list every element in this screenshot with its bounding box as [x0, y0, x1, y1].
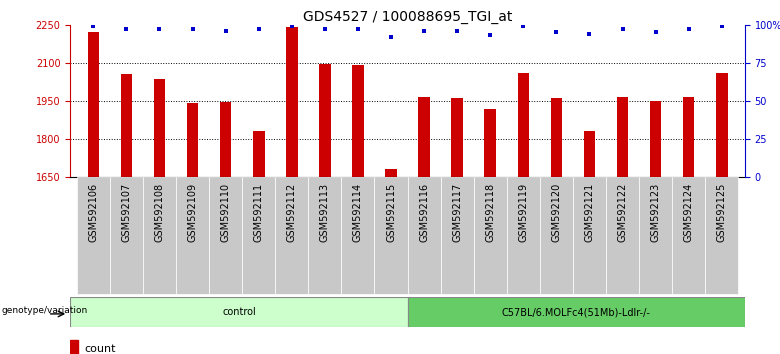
Bar: [418, 97, 430, 177]
Bar: [682, 97, 694, 177]
Bar: [441, 177, 473, 294]
Point: [484, 33, 497, 38]
Bar: [143, 177, 176, 294]
Bar: [70, 297, 407, 327]
Text: GSM592113: GSM592113: [320, 183, 330, 242]
Text: GSM592119: GSM592119: [518, 183, 528, 242]
Text: GSM592122: GSM592122: [618, 183, 628, 242]
Title: GDS4527 / 100088695_TGI_at: GDS4527 / 100088695_TGI_at: [303, 10, 512, 24]
Bar: [408, 177, 441, 294]
Text: GSM592120: GSM592120: [551, 183, 562, 242]
Bar: [583, 131, 595, 177]
Point: [616, 27, 629, 32]
Point: [253, 27, 265, 32]
Point: [385, 34, 397, 40]
Text: GSM592115: GSM592115: [386, 183, 396, 242]
Bar: [650, 101, 661, 177]
Text: GSM592112: GSM592112: [287, 183, 297, 242]
Text: C57BL/6.MOLFc4(51Mb)-Ldlr-/-: C57BL/6.MOLFc4(51Mb)-Ldlr-/-: [502, 307, 651, 318]
Point: [87, 23, 100, 29]
Bar: [540, 177, 573, 294]
Bar: [121, 74, 133, 177]
Text: GSM592108: GSM592108: [154, 183, 165, 242]
Point: [418, 28, 431, 34]
Text: GSM592118: GSM592118: [485, 183, 495, 242]
Text: count: count: [84, 344, 115, 354]
Point: [352, 27, 364, 32]
Point: [186, 27, 199, 32]
Bar: [639, 177, 672, 294]
Text: GSM592111: GSM592111: [254, 183, 264, 242]
Point: [650, 30, 662, 35]
Text: GSM592124: GSM592124: [684, 183, 693, 242]
Point: [550, 30, 562, 35]
Text: genotype/variation: genotype/variation: [2, 307, 87, 315]
Bar: [209, 177, 242, 294]
Bar: [242, 177, 275, 294]
Point: [517, 23, 530, 29]
Bar: [275, 177, 308, 294]
Point: [219, 28, 232, 34]
Bar: [319, 64, 331, 177]
Bar: [110, 177, 143, 294]
Point: [285, 23, 298, 29]
Bar: [385, 169, 397, 177]
Bar: [308, 177, 342, 294]
Text: GSM592117: GSM592117: [452, 183, 463, 242]
Point: [583, 31, 596, 37]
Bar: [154, 79, 165, 177]
Bar: [176, 177, 209, 294]
Bar: [76, 177, 110, 294]
Bar: [617, 97, 629, 177]
Bar: [473, 177, 507, 294]
Bar: [70, 340, 78, 354]
Bar: [672, 177, 705, 294]
Bar: [705, 177, 739, 294]
Bar: [507, 177, 540, 294]
Text: GSM592125: GSM592125: [717, 183, 727, 242]
Point: [682, 27, 695, 32]
Bar: [374, 177, 408, 294]
Bar: [452, 98, 463, 177]
Text: GSM592109: GSM592109: [187, 183, 197, 242]
Text: GSM592121: GSM592121: [584, 183, 594, 242]
Bar: [551, 98, 562, 177]
Bar: [408, 297, 745, 327]
Text: GSM592114: GSM592114: [353, 183, 363, 242]
Bar: [606, 177, 639, 294]
Text: GSM592116: GSM592116: [419, 183, 429, 242]
Text: control: control: [222, 307, 256, 318]
Point: [153, 27, 165, 32]
Bar: [286, 27, 298, 177]
Text: GSM592107: GSM592107: [122, 183, 131, 242]
Bar: [220, 102, 232, 177]
Bar: [517, 73, 529, 177]
Bar: [253, 131, 264, 177]
Text: GSM592110: GSM592110: [221, 183, 231, 242]
Point: [451, 28, 463, 34]
Point: [318, 27, 331, 32]
Text: GSM592123: GSM592123: [651, 183, 661, 242]
Bar: [342, 177, 374, 294]
Bar: [87, 32, 99, 177]
Bar: [716, 73, 728, 177]
Point: [120, 27, 133, 32]
Bar: [352, 65, 363, 177]
Bar: [484, 108, 496, 177]
Text: GSM592106: GSM592106: [88, 183, 98, 242]
Bar: [573, 177, 606, 294]
Bar: [186, 103, 198, 177]
Point: [715, 23, 728, 29]
